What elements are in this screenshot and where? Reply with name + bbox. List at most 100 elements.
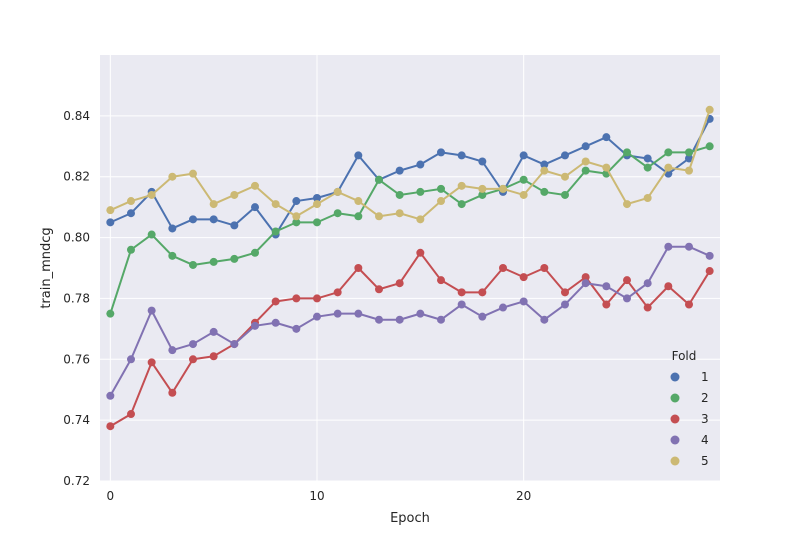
data-point	[437, 184, 445, 193]
data-point	[623, 200, 631, 209]
legend-label: 3	[701, 412, 709, 426]
data-point	[333, 187, 342, 196]
legend-label: 4	[701, 433, 709, 447]
series-2	[106, 142, 714, 318]
data-point	[664, 148, 673, 157]
data-point	[189, 355, 197, 364]
legend-title: Fold	[672, 349, 697, 363]
series-4	[106, 242, 714, 400]
data-point	[251, 181, 259, 190]
data-point	[395, 209, 404, 218]
legend-marker	[670, 372, 680, 382]
legend-marker	[670, 435, 680, 445]
data-point	[209, 200, 218, 209]
data-point	[705, 267, 714, 276]
data-point	[147, 306, 156, 315]
data-point	[292, 218, 301, 227]
data-point	[478, 157, 487, 166]
data-point	[333, 288, 342, 297]
data-point	[395, 190, 404, 199]
data-point	[333, 209, 342, 218]
data-point	[643, 303, 652, 312]
data-point	[540, 160, 549, 169]
x-tick-labels: 0 10 20	[107, 489, 532, 503]
legend-label: 5	[701, 454, 709, 468]
data-point	[106, 422, 115, 431]
x-tick-label: 0	[107, 489, 115, 503]
data-point	[561, 190, 569, 199]
data-point	[457, 200, 466, 209]
data-point	[499, 184, 507, 193]
data-point	[354, 264, 363, 272]
data-point	[581, 273, 590, 282]
series-line	[109, 109, 711, 221]
data-point	[230, 190, 239, 199]
legend-label: 1	[701, 370, 709, 384]
legend-item: 4	[670, 433, 709, 447]
data-point	[561, 288, 569, 297]
data-point	[147, 358, 156, 367]
data-point	[271, 227, 280, 236]
data-point	[664, 242, 673, 251]
data-point	[499, 264, 507, 272]
data-point	[147, 190, 156, 199]
data-point	[457, 288, 466, 297]
legend-item: 1	[670, 370, 709, 384]
data-point	[189, 169, 197, 178]
data-point	[354, 212, 363, 221]
data-point	[602, 163, 611, 172]
data-point	[127, 410, 135, 419]
legend: Fold 1 2 3 4 5	[670, 349, 709, 468]
y-tick-label: 0.82	[63, 170, 90, 184]
data-point	[313, 294, 321, 303]
data-point	[705, 251, 714, 260]
data-point	[581, 166, 590, 175]
data-point	[540, 187, 549, 196]
data-point	[519, 190, 528, 199]
data-point	[581, 157, 590, 166]
data-point	[127, 197, 135, 206]
legend-item: 5	[670, 454, 709, 468]
data-point	[602, 300, 611, 309]
y-tick-label: 0.80	[63, 231, 90, 245]
data-point	[209, 327, 218, 336]
data-point	[643, 194, 652, 203]
y-tick-label: 0.72	[63, 474, 90, 488]
gridlines	[100, 55, 720, 482]
data-point	[685, 242, 693, 251]
data-point	[168, 346, 177, 355]
data-point	[705, 105, 714, 114]
data-point	[685, 300, 693, 309]
series-1	[106, 114, 714, 239]
data-point	[127, 209, 135, 218]
data-point	[354, 197, 363, 206]
data-point	[271, 318, 280, 327]
series-5	[106, 105, 714, 224]
data-point	[416, 248, 425, 257]
data-point	[457, 151, 466, 160]
data-point	[499, 303, 507, 312]
data-point	[333, 309, 342, 318]
data-point	[664, 282, 673, 291]
data-point	[561, 172, 569, 181]
data-point	[313, 218, 321, 227]
data-point	[106, 391, 115, 400]
series-layer	[106, 105, 714, 431]
y-tick-labels: 0.72 0.74 0.76 0.78 0.80 0.82 0.84	[63, 109, 90, 488]
data-point	[189, 260, 197, 269]
legend-item: 2	[670, 391, 709, 405]
data-point	[581, 279, 590, 288]
data-point	[292, 197, 301, 206]
data-point	[685, 166, 693, 175]
data-point	[623, 276, 631, 285]
y-tick-label: 0.76	[63, 352, 90, 366]
data-point	[127, 355, 135, 364]
data-point	[230, 221, 239, 230]
data-point	[230, 340, 239, 349]
data-point	[313, 194, 321, 203]
data-point	[478, 288, 487, 297]
y-tick-label: 0.84	[63, 109, 90, 123]
data-point	[540, 315, 549, 324]
data-point	[623, 148, 631, 157]
